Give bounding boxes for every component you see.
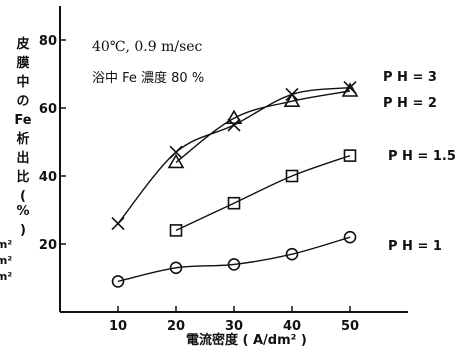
y-axis-label-char: 比 xyxy=(16,169,29,185)
series-point-square-marker xyxy=(227,196,241,210)
y-axis-label-char: % xyxy=(16,204,29,219)
left-edge-fragment: dm² xyxy=(0,238,12,251)
y-axis-label-char: 析 xyxy=(16,131,29,147)
series-label: P H = 1 xyxy=(388,239,442,254)
y-axis-label-char: 皮 xyxy=(15,36,29,52)
series-line xyxy=(117,236,351,283)
series-point-x-marker xyxy=(111,217,125,231)
y-tick-label: 80 xyxy=(39,34,57,49)
series-point-triangle-marker xyxy=(167,153,185,169)
y-axis-label-char: の xyxy=(16,94,29,109)
chart-title-line-1: 40℃, 0.9 m/sec xyxy=(92,39,203,55)
y-tick-label: 40 xyxy=(39,170,57,185)
y-axis-label-char: Fe xyxy=(14,113,31,128)
series-label: P H = 2 xyxy=(383,96,437,111)
x-marker-stroke xyxy=(111,217,125,231)
x-tick-label: 50 xyxy=(341,319,359,334)
series-label: P H = 1.5 xyxy=(388,149,456,164)
series-point-triangle-marker xyxy=(225,109,243,124)
x-marker-stroke xyxy=(169,145,183,159)
series-point-square-marker xyxy=(343,149,357,162)
legend: P H = 3 P H = 2 P H = 1.5 P H = 1 xyxy=(383,70,456,254)
left-edge-fragment: dm² xyxy=(0,254,12,267)
series-point-circle-marker xyxy=(227,258,241,271)
x-tick-label: 10 xyxy=(109,319,127,334)
y-axis-label-char: 出 xyxy=(16,150,29,166)
series-point-circle-marker xyxy=(343,230,357,244)
series-point-x-marker xyxy=(227,118,241,132)
series-point-square-marker xyxy=(285,169,299,183)
series-point-square-marker xyxy=(169,224,183,237)
series-point-circle-marker xyxy=(285,247,299,261)
left-edge-fragments: dm² dm² dm² xyxy=(0,238,12,283)
y-axis-label-char: ( xyxy=(20,189,26,204)
x-tick-label: 30 xyxy=(225,319,243,334)
y-axis-label-char: 膜 xyxy=(16,55,29,71)
x-tick-label: 20 xyxy=(167,319,185,334)
chart-title-line-2: 浴中 Fe 濃度 80 % xyxy=(92,70,204,86)
ticks: 10 20 30 40 50 20 40 60 80 xyxy=(39,34,359,334)
x-marker-stroke xyxy=(227,118,241,132)
series-markers xyxy=(111,81,359,288)
series-label: P H = 3 xyxy=(383,70,437,85)
series-line xyxy=(175,154,351,232)
series-point-triangle-marker xyxy=(341,82,359,97)
y-axis-label-char: ) xyxy=(20,223,26,238)
series-point-triangle-marker xyxy=(283,92,301,107)
y-axis-label-char: 中 xyxy=(16,74,29,90)
series-lines xyxy=(117,86,351,283)
y-tick-label: 60 xyxy=(39,102,57,117)
series-point-circle-marker xyxy=(169,261,183,275)
x-axis-label: 電流密度 ( A/dm² ) xyxy=(186,332,307,348)
x-tick-label: 40 xyxy=(283,319,301,334)
series-point-circle-marker xyxy=(111,275,125,288)
left-edge-fragment: dm² xyxy=(0,270,12,283)
series-point-x-marker xyxy=(169,145,183,159)
y-tick-label: 20 xyxy=(39,238,57,253)
series-line xyxy=(175,90,351,163)
